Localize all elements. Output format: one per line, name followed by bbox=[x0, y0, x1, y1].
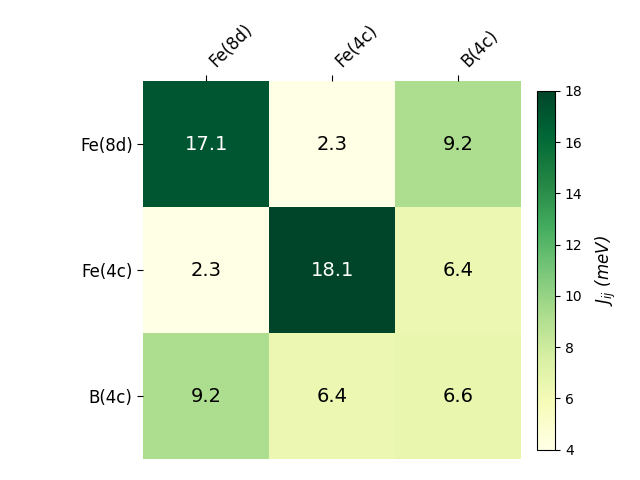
Text: 2.3: 2.3 bbox=[191, 261, 221, 280]
Text: 17.1: 17.1 bbox=[184, 135, 228, 154]
Text: 2.3: 2.3 bbox=[317, 135, 348, 154]
Text: 18.1: 18.1 bbox=[310, 261, 354, 280]
Text: 6.6: 6.6 bbox=[442, 387, 474, 406]
Y-axis label: $J_{ij}$ (meV): $J_{ij}$ (meV) bbox=[594, 235, 618, 306]
Text: 6.4: 6.4 bbox=[317, 387, 348, 406]
Text: 6.4: 6.4 bbox=[442, 261, 474, 280]
Text: 9.2: 9.2 bbox=[191, 387, 221, 406]
Text: 9.2: 9.2 bbox=[442, 135, 474, 154]
